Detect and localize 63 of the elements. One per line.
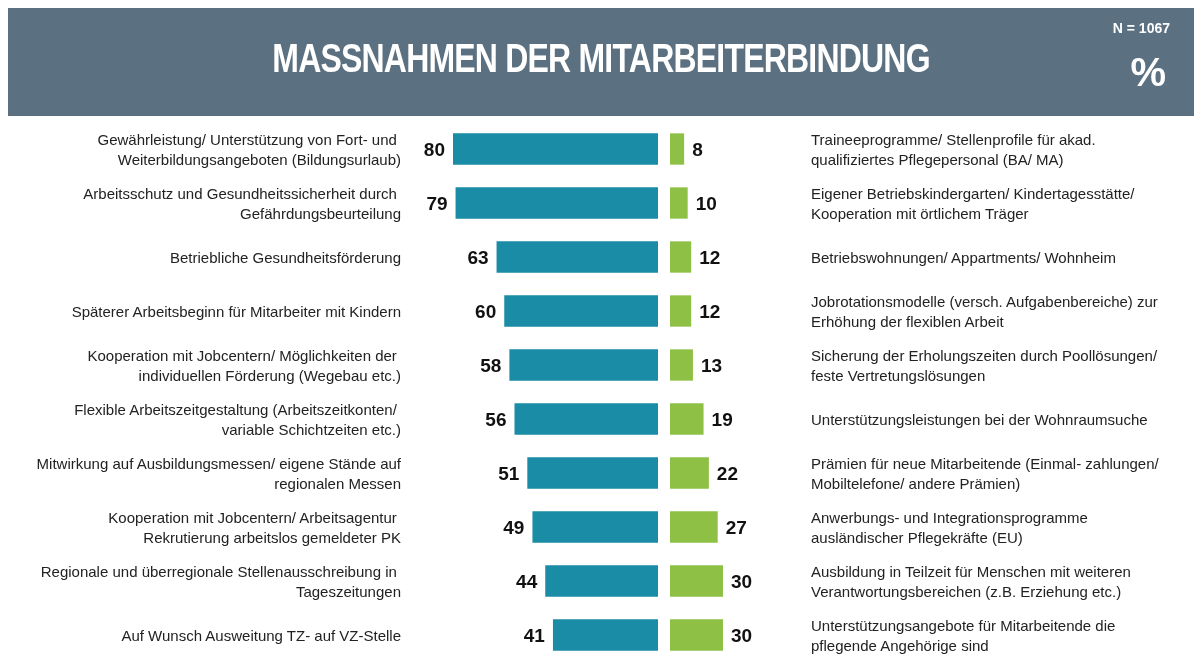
y-tick-label: Regionale und überregionale Stellenausschreibung in Tageszeitungen <box>40 562 401 600</box>
y-tick-label: Gewährleistung/ Unterstützung von Fort- und Weiterbildungsangeboten (Bildungsurlaub) <box>97 130 401 168</box>
text: N = 1067 <box>1112 20 1170 36</box>
y-tick-label: Anwerbungs- und Integrationsprogramme ausländischer Pflegekräfte (EU) <box>811 508 1092 546</box>
y-tick-label: Mitwirkung auf Ausbildungsmessen/ eigene Stände auf regionalen Messen <box>36 454 402 492</box>
y-tick-label: Auf Wunsch Ausweitung TZ- auf VZ-Stelle <box>121 626 401 644</box>
data-label: 30 <box>731 570 753 592</box>
y-tick-label: Arbeitsschutz und Gesundheitssicherheit durch Gefährdungsbeurteilung <box>83 184 401 222</box>
text: % <box>1130 50 1166 95</box>
bar <box>504 295 658 327</box>
bar <box>496 241 658 273</box>
data-label: 56 <box>485 408 507 430</box>
y-tick-label: Ausbildung in Teilzeit für Menschen mit weiteren Verantwortungsbereichen (z.B. Erziehung etc.) <box>811 562 1136 600</box>
data-label: 13 <box>700 354 723 376</box>
bar <box>532 511 658 543</box>
data-label: 51 <box>498 462 520 484</box>
data-label: 49 <box>503 516 525 538</box>
data-label: 30 <box>731 624 753 646</box>
bar <box>670 403 704 435</box>
y-tick-label: Betriebliche Gesundheitsförderung <box>170 248 401 266</box>
bar <box>670 457 709 489</box>
bar <box>514 403 658 435</box>
data-label: 79 <box>426 192 448 214</box>
y-tick-label: Betriebswohnungen/ Appartments/ Wohnheim <box>811 248 1116 266</box>
bar <box>670 295 692 327</box>
y-tick-label: Traineeprogramme/ Stellenprofile für akad. qualifiziertes Pflegepersonal (BA/ MA) <box>811 130 1104 168</box>
bar <box>670 187 688 219</box>
y-tick-label: Prämien für neue Mitarbeitende (Einmal- zahlungen/ Mobiltelefone/ andere Prämien) <box>811 454 1163 492</box>
bar <box>509 349 658 381</box>
data-label: 44 <box>516 570 538 592</box>
bar <box>670 133 685 165</box>
data-label: 63 <box>467 246 489 268</box>
y-tick-label: Unterstützungsangebote für Mitarbeitende die pflegende Angehörige sind <box>811 616 1120 654</box>
y-tick-label: Flexible Arbeitszeitgestaltung (Arbeitszeitkonten/ variable Schichtzeiten etc.) <box>74 400 401 438</box>
data-label: 19 <box>711 408 733 430</box>
data-label: 10 <box>695 192 717 214</box>
bar <box>670 349 693 381</box>
bar <box>527 457 658 489</box>
data-label: 80 <box>423 138 445 160</box>
y-tick-label: Jobrotationsmodelle (versch. Aufgabenbereiche) zur Erhöhung der flexiblen Arbeit <box>811 292 1163 330</box>
chart-title: MASSNAHMEN DER MITARBEITERBINDUNG <box>271 36 931 81</box>
data-label: 60 <box>475 300 497 322</box>
y-tick-label: Sicherung der Erholungszeiten durch Poollösungen/ feste Vertretungslösungen <box>811 346 1162 384</box>
data-label: 22 <box>716 462 739 484</box>
data-label: 12 <box>699 300 721 322</box>
y-tick-label: Unterstützungsleistungen bei der Wohnraumsuche <box>811 410 1148 428</box>
bar <box>453 133 658 165</box>
data-label: 12 <box>699 246 721 268</box>
bar <box>670 241 692 273</box>
bar <box>552 619 658 651</box>
y-tick-label: Späterer Arbeitsbeginn für Mitarbeiter mit Kindern <box>71 302 401 320</box>
data-label: 8 <box>692 138 703 160</box>
bar <box>670 565 723 597</box>
bar <box>670 619 723 651</box>
y-tick-label: Kooperation mit Jobcentern/ Arbeitsagentur Rekrutierung arbeitslos gemeldeter PK <box>108 508 401 546</box>
y-tick-label: Eigener Betriebskindergarten/ Kindertagesstätte/ Kooperation mit örtlichem Träger <box>811 184 1139 222</box>
bar <box>670 511 718 543</box>
y-tick-label: Kooperation mit Jobcentern/ Möglichkeiten der individuellen Förderung (Wegebau etc.) <box>87 346 401 384</box>
bar <box>455 187 658 219</box>
data-label: 58 <box>480 354 502 376</box>
bar <box>545 565 658 597</box>
data-label: 27 <box>725 516 747 538</box>
data-label: 41 <box>523 624 546 646</box>
